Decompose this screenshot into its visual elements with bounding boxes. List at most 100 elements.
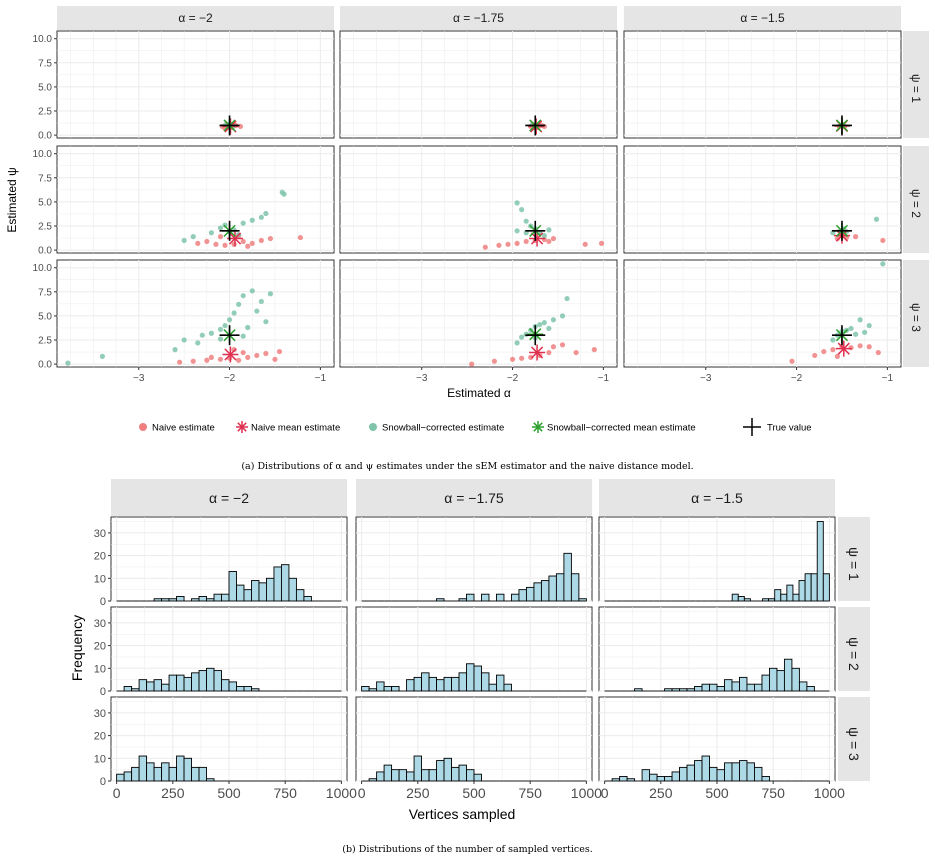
naive-point — [263, 350, 269, 357]
histogram-bar — [656, 776, 666, 782]
histogram-bar — [626, 778, 636, 782]
y-tick-label: 7.5 — [38, 287, 52, 298]
histogram-bar — [555, 573, 565, 602]
y-tick-label: 2.5 — [38, 336, 52, 347]
histogram-bar — [783, 658, 793, 692]
histogram-bar — [398, 769, 408, 782]
panel — [598, 606, 836, 692]
snowball-point — [181, 337, 187, 343]
y-tick-label: 20 — [94, 641, 106, 653]
histogram-bar — [391, 769, 400, 782]
x-tick-label: −1 — [882, 373, 894, 384]
snowball-point — [852, 331, 859, 337]
panel — [598, 696, 836, 782]
facet-strip — [838, 697, 870, 781]
facet-strip — [57, 6, 334, 30]
snowball-point — [857, 317, 863, 323]
caption-a: (a) Distributions of α and ψ estimates u… — [241, 461, 694, 472]
legend-key — [236, 421, 248, 433]
histogram-bar — [525, 586, 535, 602]
y-tick-label: 30 — [94, 708, 106, 720]
histogram-bar — [153, 679, 163, 692]
snowball-point — [862, 329, 868, 335]
histogram-bar — [376, 771, 385, 782]
y-tick-label: 10.0 — [33, 34, 53, 45]
histogram-bar — [810, 573, 818, 602]
histogram-bar — [768, 667, 778, 692]
histogram-bar — [451, 766, 460, 782]
naive-point — [231, 347, 237, 353]
panel — [339, 30, 618, 139]
histogram-bar — [694, 686, 703, 692]
histogram-bar — [754, 683, 763, 692]
histogram-bar — [679, 766, 688, 782]
x-tick-label: 750 — [762, 785, 786, 801]
true-value-marker — [219, 220, 240, 241]
histogram-bar — [191, 766, 200, 782]
histogram-bar — [466, 663, 475, 692]
snowball-point — [281, 191, 287, 197]
histogram-bar — [183, 676, 192, 692]
snowball-point — [99, 353, 106, 359]
histogram-bar — [792, 593, 800, 602]
histogram-bar — [798, 681, 808, 692]
legend-label: Snowball−corrected mean estimate — [547, 423, 696, 434]
x-tick-label: 750 — [274, 785, 298, 801]
snowball-point — [240, 333, 246, 339]
panel — [355, 696, 593, 782]
panel — [110, 606, 348, 692]
legend-item: Naive estimate — [139, 423, 215, 434]
panel — [598, 516, 836, 602]
x-axis-label: Vertices sampled — [409, 806, 516, 822]
histogram-bar — [146, 762, 155, 782]
x-tick-label: 500 — [217, 785, 241, 801]
caption-b: (b) Distributions of the number of sampl… — [342, 844, 593, 855]
histogram-bar — [228, 571, 237, 602]
histogram-bar — [288, 577, 297, 602]
naive-point — [509, 356, 516, 362]
y-axis-label: Frequency — [69, 615, 85, 681]
snowball-point — [514, 200, 520, 206]
histogram-bar — [739, 760, 748, 782]
naive-mean-marker — [222, 346, 239, 363]
histogram-bar — [295, 589, 305, 602]
histogram-bar — [671, 688, 680, 692]
histogram-bar — [428, 676, 437, 692]
x-tick-label: 1000 — [571, 785, 602, 801]
histogram-bar — [421, 672, 430, 692]
naive-point — [276, 348, 283, 355]
naive-point — [852, 234, 859, 240]
snowball-point — [873, 216, 880, 222]
true-value-marker — [219, 325, 240, 346]
snowball-point — [254, 308, 260, 314]
facet-row-label: ψ = 1 — [846, 547, 862, 581]
panel — [339, 259, 618, 368]
facet-strip — [356, 479, 592, 516]
naive-point — [550, 235, 557, 242]
histogram-bar — [716, 686, 725, 692]
y-tick-label: 10.0 — [33, 149, 53, 160]
histogram-bar — [533, 582, 542, 602]
naive-point — [834, 353, 841, 359]
histogram-bar — [739, 676, 748, 692]
naive-point — [249, 240, 255, 246]
histogram-bar — [443, 676, 452, 692]
snowball-point — [258, 298, 264, 305]
snowball-point — [217, 225, 224, 231]
histogram-bar — [191, 672, 200, 692]
naive-point — [297, 234, 303, 241]
x-tick-label: −2 — [224, 373, 236, 384]
snowball-point — [564, 295, 570, 302]
y-axis-label: Estimated ψ — [5, 167, 19, 232]
y-tick-label: 5.0 — [38, 197, 52, 208]
panel — [56, 30, 335, 139]
naive-mean-marker — [835, 340, 852, 357]
snowball-point — [208, 330, 214, 336]
naive-point — [195, 240, 201, 246]
histogram-bar — [123, 686, 133, 692]
histogram-bar — [406, 771, 415, 782]
facet-row-label: ψ = 1 — [909, 74, 923, 103]
histogram-bar — [213, 670, 222, 692]
facet-strip — [838, 607, 870, 691]
x-tick-label: 0 — [113, 785, 121, 801]
